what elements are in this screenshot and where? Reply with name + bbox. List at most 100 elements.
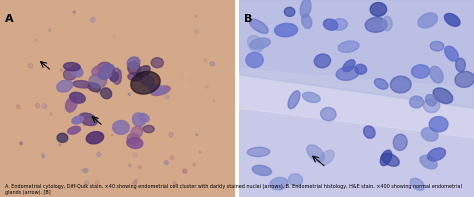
Ellipse shape <box>137 150 138 152</box>
Ellipse shape <box>79 113 82 116</box>
Text: B: B <box>244 14 253 24</box>
Ellipse shape <box>382 153 399 166</box>
Ellipse shape <box>131 126 143 138</box>
Ellipse shape <box>189 78 193 82</box>
Ellipse shape <box>165 95 169 99</box>
Ellipse shape <box>138 166 141 169</box>
Ellipse shape <box>83 123 86 125</box>
Ellipse shape <box>430 41 444 51</box>
Ellipse shape <box>35 103 40 108</box>
Ellipse shape <box>91 17 95 22</box>
Ellipse shape <box>82 168 85 172</box>
Ellipse shape <box>42 155 45 158</box>
Ellipse shape <box>128 164 131 167</box>
Ellipse shape <box>59 144 61 146</box>
Ellipse shape <box>73 11 75 13</box>
Ellipse shape <box>16 105 20 109</box>
Ellipse shape <box>127 133 139 144</box>
Polygon shape <box>239 0 474 108</box>
Ellipse shape <box>249 19 268 33</box>
Ellipse shape <box>64 62 80 71</box>
Ellipse shape <box>274 23 298 37</box>
Ellipse shape <box>383 16 392 31</box>
Ellipse shape <box>57 133 68 142</box>
Ellipse shape <box>143 125 154 133</box>
Ellipse shape <box>374 79 388 89</box>
Ellipse shape <box>199 151 201 153</box>
Ellipse shape <box>57 80 73 92</box>
Ellipse shape <box>135 179 137 181</box>
Ellipse shape <box>204 59 207 62</box>
Ellipse shape <box>196 134 198 136</box>
Polygon shape <box>239 69 474 138</box>
Ellipse shape <box>41 153 45 156</box>
Text: A: A <box>5 14 13 24</box>
Ellipse shape <box>113 36 115 38</box>
Ellipse shape <box>128 62 140 75</box>
Ellipse shape <box>445 13 460 26</box>
Ellipse shape <box>252 165 272 176</box>
Ellipse shape <box>50 113 52 115</box>
Ellipse shape <box>84 84 86 86</box>
Ellipse shape <box>79 113 97 126</box>
Ellipse shape <box>137 66 150 78</box>
Ellipse shape <box>455 71 474 87</box>
Ellipse shape <box>42 104 47 108</box>
Ellipse shape <box>20 142 22 145</box>
Ellipse shape <box>111 135 113 136</box>
Ellipse shape <box>64 69 76 80</box>
Ellipse shape <box>113 121 129 134</box>
Ellipse shape <box>65 97 77 112</box>
Ellipse shape <box>19 177 21 179</box>
Ellipse shape <box>307 145 324 162</box>
Ellipse shape <box>247 35 264 53</box>
Ellipse shape <box>35 40 36 41</box>
Ellipse shape <box>119 83 124 87</box>
Ellipse shape <box>170 156 174 160</box>
Ellipse shape <box>343 60 355 72</box>
Ellipse shape <box>411 65 430 78</box>
Ellipse shape <box>127 138 143 149</box>
Ellipse shape <box>423 99 440 112</box>
Ellipse shape <box>112 68 121 84</box>
Ellipse shape <box>133 181 137 185</box>
Ellipse shape <box>370 3 387 16</box>
Ellipse shape <box>72 116 83 124</box>
Ellipse shape <box>194 30 199 33</box>
Ellipse shape <box>355 64 366 74</box>
Ellipse shape <box>88 83 100 92</box>
Ellipse shape <box>86 132 104 144</box>
Ellipse shape <box>445 46 458 61</box>
Ellipse shape <box>100 134 102 136</box>
Ellipse shape <box>71 66 83 77</box>
Ellipse shape <box>365 17 387 32</box>
Ellipse shape <box>95 181 99 185</box>
Ellipse shape <box>213 100 215 102</box>
Ellipse shape <box>131 71 160 94</box>
Ellipse shape <box>92 65 105 76</box>
Ellipse shape <box>173 182 176 185</box>
Ellipse shape <box>380 150 392 166</box>
Ellipse shape <box>60 69 63 71</box>
Ellipse shape <box>73 81 91 88</box>
Ellipse shape <box>169 133 173 137</box>
Ellipse shape <box>410 96 424 108</box>
Ellipse shape <box>85 86 87 88</box>
Ellipse shape <box>84 181 89 185</box>
Ellipse shape <box>139 113 149 122</box>
Text: A. Endometrial cytology, Diff-Quik stain, ×40 showing endometrial cell cluster w: A. Endometrial cytology, Diff-Quik stain… <box>5 184 462 195</box>
Ellipse shape <box>420 155 437 169</box>
Ellipse shape <box>77 73 80 75</box>
Ellipse shape <box>89 74 107 88</box>
Ellipse shape <box>314 54 330 68</box>
Ellipse shape <box>133 113 146 126</box>
Ellipse shape <box>433 88 453 103</box>
Ellipse shape <box>28 63 33 68</box>
Ellipse shape <box>393 134 407 151</box>
Ellipse shape <box>127 57 140 68</box>
Ellipse shape <box>97 152 101 156</box>
Ellipse shape <box>430 66 443 83</box>
Ellipse shape <box>19 128 20 129</box>
Ellipse shape <box>456 58 465 72</box>
Ellipse shape <box>179 74 183 78</box>
